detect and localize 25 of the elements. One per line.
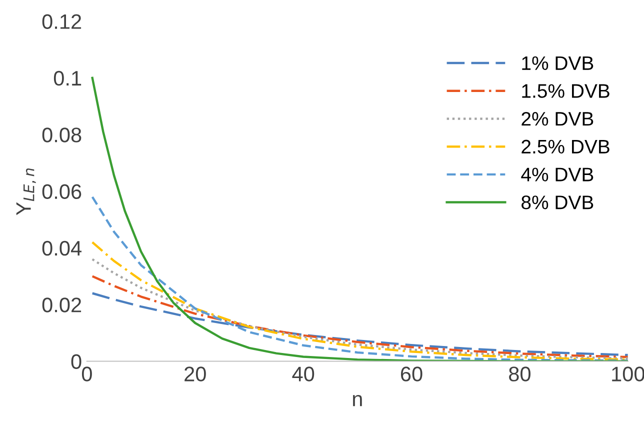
y-tick-label: 0.06 [42,184,82,200]
y-axis-title: Y$_{LE,n}$ [16,168,36,216]
x-tick-label: 0 [82,366,92,382]
y-tick-label: 0.1 [54,70,82,86]
x-tick-label: 100 [612,366,644,382]
legend-label: 4% DVB [521,168,594,182]
x-axis-title: n [353,394,362,406]
x-tick-label: 40 [292,366,314,382]
line-series [91,275,628,358]
x-tick-label: 60 [400,366,422,382]
legend-label: 2% DVB [522,112,594,126]
y-tick-label: 0.08 [42,128,82,142]
y-tick-label: 0 [71,354,82,370]
legend-label: 2.5% DVB [522,140,610,154]
y-tick-label: 0.04 [42,240,82,256]
line-series [91,196,628,362]
legend-label: 1% DVB [522,56,594,70]
y-tick-label: 0.02 [42,298,82,312]
legend-label: 1.5% DVB [522,84,610,98]
line-series [91,292,628,356]
x-tick-label: 80 [509,366,530,382]
x-tick-label: 20 [184,366,206,382]
legend-label: 8% DVB [522,196,594,210]
y-tick-label: 0.12 [42,14,82,30]
line-series [91,76,628,362]
